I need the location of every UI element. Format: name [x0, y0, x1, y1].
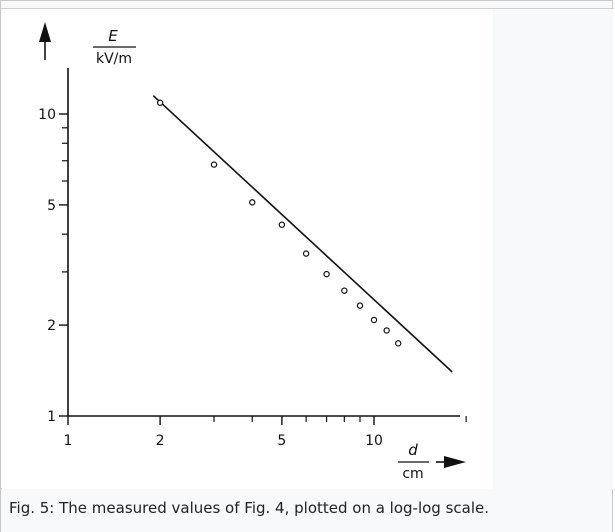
x-axis-label-denominator: cm — [402, 466, 423, 482]
loglog-chart: 1 2 5 10 1 2 5 10 E kV/m d cm — [38, 22, 467, 482]
data-point — [370, 316, 378, 324]
data-point — [249, 199, 256, 206]
axes — [67, 68, 460, 417]
figure-right-pane — [493, 9, 613, 489]
fit-line — [152, 95, 453, 373]
y-tick-label: 1 — [47, 409, 56, 425]
x-tick-label: 5 — [277, 433, 286, 449]
data-point — [323, 270, 330, 278]
x-tick-label: 10 — [365, 433, 383, 449]
y-tick-label: 2 — [47, 318, 56, 334]
figure-caption: Fig. 5: The measured values of Fig. 4, p… — [0, 489, 613, 532]
data-point — [156, 99, 164, 106]
tick-labels: 1 2 5 10 1 2 5 10 — [38, 107, 383, 449]
data-point — [302, 250, 310, 257]
y-axis-label-numerator: E — [108, 27, 118, 45]
x-tick-label: 2 — [156, 433, 165, 449]
y-tick-label: 5 — [47, 198, 56, 214]
data-point — [383, 327, 390, 334]
x-axis-label-numerator: d — [408, 441, 418, 459]
data-point — [356, 302, 364, 309]
figure-frame — [0, 0, 614, 489]
data-point — [341, 287, 348, 294]
fit-line-group — [152, 95, 453, 373]
caption-text: Fig. 5: The measured values of Fig. 4, p… — [9, 499, 490, 517]
data-point — [395, 340, 402, 347]
x-axis-arrowhead — [444, 456, 466, 468]
plot-area — [2, 9, 493, 489]
y-axis-label-denominator: kV/m — [96, 51, 132, 67]
data-point — [278, 221, 286, 228]
x-tick-label: 1 — [64, 433, 73, 449]
data-points — [156, 99, 402, 347]
frame-top-rule — [1, 8, 614, 9]
y-axis-arrowhead — [39, 22, 51, 42]
tick-marks — [59, 113, 467, 425]
y-tick-label: 10 — [38, 107, 56, 123]
data-point — [210, 161, 218, 168]
